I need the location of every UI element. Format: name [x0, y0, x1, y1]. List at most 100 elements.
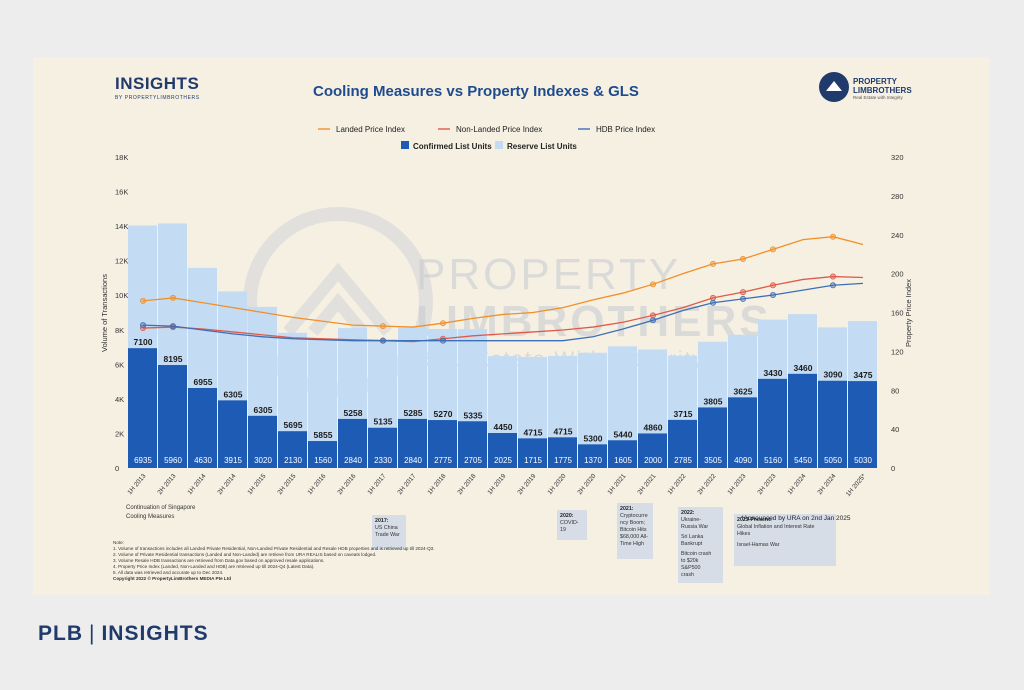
y2-axis-label: Property Price Index: [904, 279, 913, 347]
legend-confirmed-swatch: [401, 141, 409, 149]
reserve-value-label: 5335: [464, 410, 483, 420]
footer-brand: PLB | INSIGHTS: [38, 622, 209, 646]
annotation-line: Bankrupt: [681, 541, 703, 547]
reserve-value-label: 3430: [764, 368, 783, 378]
confirmed-bar: [428, 420, 457, 468]
hdb-line-marker: [439, 337, 446, 344]
plb-logo-line2: LIMBROTHERS: [853, 86, 912, 95]
note-line: 4. Property Price Index (Landed, Non-Lan…: [113, 564, 315, 569]
y2-tick-label: 320: [891, 153, 904, 162]
note-line: 2. Volume of Private Residential transac…: [113, 552, 377, 557]
annotation-line: Sri Lanka: [681, 534, 704, 540]
confirmed-bar: [548, 437, 577, 468]
hdb-line-marker: [770, 292, 777, 299]
confirmed-bar: [668, 419, 697, 468]
footer-plb: PLB: [38, 622, 83, 645]
confirmed-bar: [848, 381, 877, 468]
confirmed-bar: [338, 418, 367, 468]
annotation-line: to $20k: [681, 558, 699, 564]
reserve-value-label: 3475: [854, 370, 873, 380]
annotation-2021: 2021: Cryptocurre ncy Boom; Bitcoin Hits…: [617, 503, 653, 559]
reserve-value-label: 6305: [254, 405, 273, 415]
x-tick-label: 2H 2018: [456, 472, 477, 496]
annotation-line: Ukraine-: [681, 517, 702, 523]
confirmed-bar: [608, 440, 637, 468]
confirmed-value-label: 6935: [134, 456, 152, 465]
x-tick-label: 1H 2019: [486, 472, 507, 496]
x-tick-label: 1H 2013: [126, 472, 147, 496]
annotation-line: Russia War: [681, 524, 709, 530]
confirmed-bar: [368, 427, 397, 468]
landed-line-marker: [740, 256, 747, 263]
confirmed-value-label: 2025: [494, 456, 512, 465]
y-tick-label: 0: [115, 464, 119, 473]
annotation-line: S&P500: [681, 565, 701, 571]
reserve-value-label: 4715: [554, 426, 573, 436]
confirmed-bar: [398, 418, 427, 468]
reserve-value-label: 5285: [404, 408, 423, 418]
confirmed-value-label: 3915: [224, 456, 242, 465]
bar-labels: 7100 6935 8195 5960 6955 4630 6305 3915 6305 3020…: [134, 337, 873, 465]
y-tick-label: 12K: [115, 257, 128, 266]
hdb-line: [142, 282, 864, 342]
annotation-2017: 2017: US China Trade War: [372, 515, 406, 550]
confirmed-value-label: 3505: [704, 456, 722, 465]
confirmed-value-label: 1715: [524, 456, 542, 465]
reserve-value-label: 7100: [134, 337, 153, 347]
y2-tick-label: 240: [891, 231, 904, 240]
confirmed-value-label: 5960: [164, 456, 182, 465]
reserve-value-label: 4450: [494, 422, 513, 432]
confirmed-value-label: 2705: [464, 456, 482, 465]
reserve-value-label: 4715: [524, 427, 543, 437]
landed-line-marker: [379, 323, 386, 330]
annotation-title: 2022:: [681, 510, 695, 516]
legend: Landed Price Index Non-Landed Price Index…: [318, 125, 655, 151]
landed-line-marker: [650, 281, 657, 288]
y2-tick-label: 40: [891, 425, 899, 434]
house-logo-icon: [819, 72, 849, 102]
landed-line-marker: [169, 294, 176, 301]
x-tick-label: 1H 2015: [246, 472, 267, 496]
y2-tick-label: 280: [891, 192, 904, 201]
landed-line-marker: [830, 233, 837, 240]
confirmed-bars: [128, 348, 877, 468]
y-tick-label: 14K: [115, 222, 128, 231]
reserve-value-label: 5258: [344, 408, 363, 418]
legend-landed-label: Landed Price Index: [336, 125, 405, 134]
y-tick-label: 2K: [115, 429, 124, 438]
insights-logo: INSIGHTS BY PROPERTYLIMBROTHERS: [115, 74, 200, 101]
legend-reserve-swatch: [495, 141, 503, 149]
y2-tick-label: 120: [891, 347, 904, 356]
confirmed-value-label: 2840: [404, 456, 422, 465]
note-line: 3. Volume Resale HDB transactions are re…: [113, 558, 325, 563]
confirmed-bar: [788, 373, 817, 468]
confirmed-bar: [158, 365, 187, 468]
x-tick-label: 2H 2022: [696, 472, 717, 496]
nonlanded-line-marker: [740, 289, 747, 296]
annotation-line: Hikes: [737, 531, 751, 537]
confirmed-value-label: 1370: [584, 456, 602, 465]
y-tick-label: 10K: [115, 291, 128, 300]
watermark-house-icon: [283, 262, 393, 336]
confirmed-value-label: 2330: [374, 456, 392, 465]
legend-reserve-label: Reserve List Units: [507, 142, 577, 151]
confirmed-value-label: 2840: [344, 456, 362, 465]
x-tick-label: 2H 2021: [636, 472, 657, 496]
x-tick-label: 2H 2014: [216, 472, 237, 496]
nonlanded-line-marker: [770, 282, 777, 289]
confirmed-value-label: 2000: [644, 456, 662, 465]
y-axis-label: Volume of Transactions: [100, 274, 109, 352]
reserve-value-label: 3805: [704, 396, 723, 406]
note-line: Note:: [113, 540, 124, 545]
confirmed-value-label: 5450: [794, 456, 812, 465]
note-line: 1. Volume of transactions includes all L…: [113, 546, 435, 551]
confirmed-value-label: 1560: [314, 456, 332, 465]
y2-tick-label: 0: [891, 464, 895, 473]
reserve-value-label: 5695: [284, 420, 303, 430]
reserve-value-label: 6305: [224, 389, 243, 399]
reserve-value-label: 6955: [194, 377, 213, 387]
confirmed-value-label: 1775: [554, 456, 572, 465]
chart-title: Cooling Measures vs Property Indexes & G…: [313, 83, 639, 100]
hdb-line-marker: [710, 299, 717, 306]
hdb-line-marker: [650, 317, 657, 324]
